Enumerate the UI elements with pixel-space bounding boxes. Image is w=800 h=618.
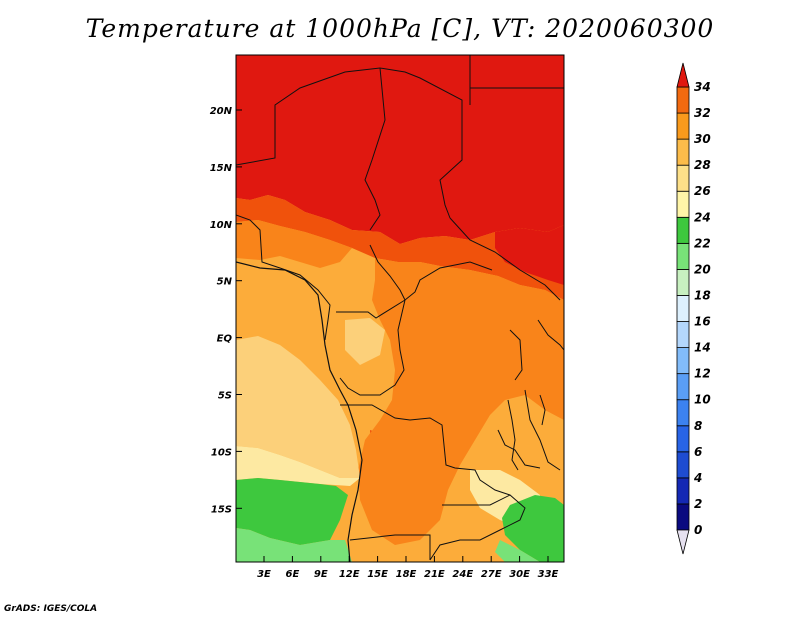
- border-line-16: [497, 429, 541, 469]
- region-30-32: [236, 195, 564, 300]
- border-line-7: [336, 261, 493, 319]
- colorbar-under-arrow: [676, 529, 690, 555]
- border-line-14: [349, 534, 431, 560]
- colorbar-segment: [676, 503, 690, 531]
- colorbar-label: 12: [694, 367, 711, 381]
- border-line-9: [339, 299, 406, 396]
- colorbar-label: 24: [694, 210, 711, 224]
- colorbar-label: 14: [694, 341, 711, 355]
- region-green-sw: [236, 478, 348, 545]
- colorbar-label: 26: [694, 184, 711, 198]
- colorbar-over-arrow: [676, 62, 690, 88]
- lake-outline-2: [539, 394, 546, 426]
- colorbar-label: 30: [694, 132, 711, 146]
- lat-tick-label: 15S: [211, 504, 232, 515]
- lat-tick-label: 10N: [210, 220, 233, 231]
- credit-text: GrADS: IGES/COLA: [4, 604, 98, 614]
- region-24-26-west: [236, 336, 360, 478]
- colorbar-label: 32: [694, 106, 711, 120]
- lon-tick-label: 12E: [339, 569, 360, 580]
- colorbar-segment: [676, 347, 690, 375]
- coastline: [236, 261, 363, 562]
- lake-outline-1: [507, 399, 519, 471]
- colorbar-label: 2: [694, 497, 702, 511]
- region-lightgreen-sw: [236, 528, 352, 562]
- border-line-2: [364, 67, 386, 231]
- lon-tick-label: 15E: [367, 569, 388, 580]
- border-line-6: [236, 214, 331, 341]
- colorbar-label: 6: [694, 445, 702, 459]
- border-line-12: [524, 389, 561, 471]
- colorbar-segment: [676, 269, 690, 296]
- region-ne-hot: [495, 225, 564, 285]
- lon-tick-label: 6E: [286, 569, 300, 580]
- lon-tick-label: 27E: [481, 569, 502, 580]
- colorbar-segment: [676, 425, 690, 453]
- colorbar-segment: [676, 373, 690, 401]
- colorbar-label: 8: [694, 419, 702, 433]
- colorbar-label: 34: [694, 80, 711, 94]
- lon-tick-label: 9E: [314, 569, 328, 580]
- colorbar-label: 16: [694, 315, 711, 329]
- colorbar-label: 0: [694, 523, 702, 537]
- lon-tick-label: 18E: [396, 569, 417, 580]
- border-line-8: [369, 244, 406, 301]
- border-line-13: [340, 404, 511, 496]
- lat-tick-label: 15N: [210, 163, 233, 174]
- colorbar-segment: [676, 216, 690, 244]
- lon-tick-label: 24E: [452, 569, 473, 580]
- lon-tick-label: 21E: [424, 569, 445, 580]
- region-hot-north: [236, 55, 564, 244]
- border-line-15: [429, 494, 526, 561]
- colorbar-segment: [676, 164, 690, 192]
- lat-tick-label: 5N: [217, 277, 233, 288]
- colorbar-segment: [676, 190, 690, 218]
- colorbar-segment: [676, 86, 690, 114]
- lat-tick-label: EQ: [217, 334, 233, 345]
- lon-tick-label: 30E: [509, 569, 530, 580]
- border-line-11: [537, 319, 564, 351]
- region-22-24: [236, 446, 360, 486]
- colorbar-segment: [676, 242, 690, 270]
- lat-tick-label: 10S: [211, 447, 232, 458]
- latitude-axis: 20N 15N 10N 5N EQ 5S 10S 15S: [210, 106, 242, 515]
- region-28-30-central: [358, 258, 564, 545]
- colorbar-segment: [676, 112, 690, 140]
- border-line-10: [509, 329, 523, 381]
- colorbar-segment: [676, 451, 690, 479]
- colorbar-segment: [676, 138, 690, 166]
- temperature-field: [236, 55, 564, 562]
- region-lightgreen-se: [495, 540, 540, 562]
- country-borders: [236, 55, 564, 561]
- colorbar-label: 20: [694, 262, 711, 276]
- lon-tick-label: 33E: [538, 569, 559, 580]
- coastline-path: [236, 261, 363, 562]
- region-24-26-gabon: [345, 318, 385, 365]
- colorbar-label: 28: [694, 158, 711, 172]
- colorbar-segment: [676, 295, 690, 322]
- lat-tick-label: 20N: [210, 106, 233, 117]
- colorbar-label: 22: [694, 236, 711, 250]
- lat-tick-label: 5S: [218, 391, 232, 402]
- region-green-se: [502, 495, 564, 562]
- border-line-5: [449, 217, 561, 301]
- colorbar-segment: [676, 321, 690, 348]
- colorbar-segment: [676, 477, 690, 505]
- colorbar-label: 4: [693, 471, 702, 485]
- map-frame: [235, 54, 565, 563]
- border-line-1: [236, 67, 463, 219]
- colorbar-label: 10: [694, 393, 711, 407]
- colorbar-segment: [676, 399, 690, 427]
- map-title: Temperature at 1000hPa [C], VT: 20200603…: [85, 14, 715, 43]
- longitude-axis: 3E 6E 9E 12E 15E 18E 21E 24E 27E 30E 33E: [257, 556, 559, 580]
- lon-tick-label: 3E: [257, 569, 271, 580]
- colorbar-label: 18: [694, 288, 711, 302]
- region-28-30-west: [236, 220, 352, 268]
